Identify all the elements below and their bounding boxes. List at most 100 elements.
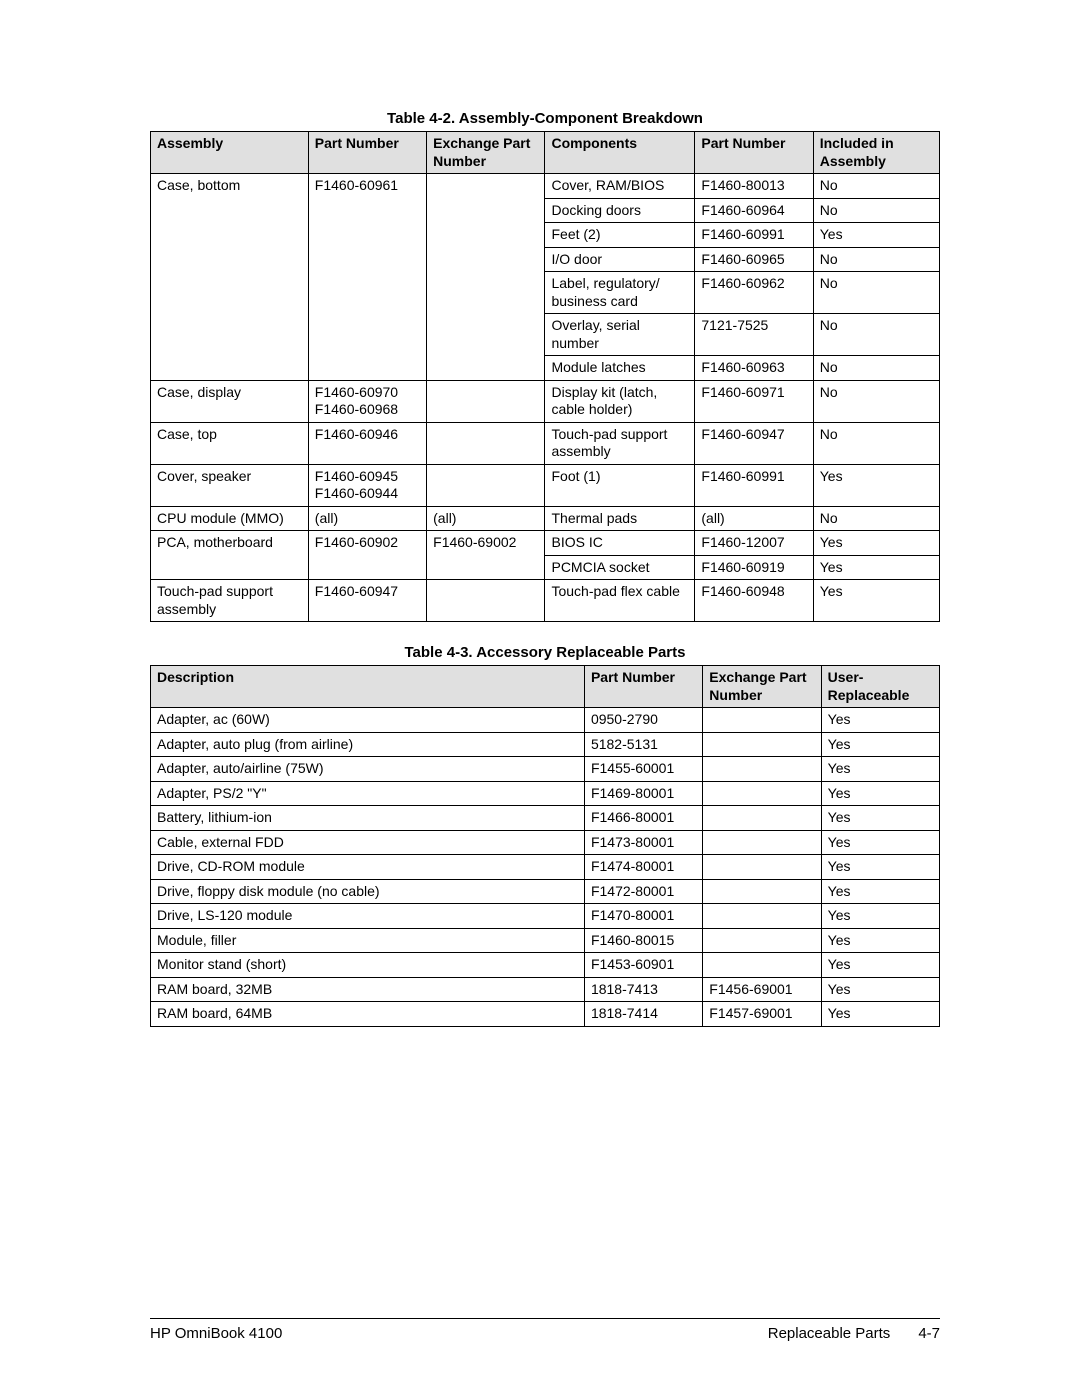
- cell-description: Drive, floppy disk module (no cable): [151, 879, 585, 904]
- cell-component-pn: F1460-60948: [695, 580, 813, 622]
- table-row: Drive, floppy disk module (no cable)F147…: [151, 879, 940, 904]
- cell-component-pn: F1460-60991: [695, 223, 813, 248]
- cell-assembly: Touch-pad support assembly: [151, 580, 309, 622]
- footer-section: Replaceable Parts: [768, 1325, 891, 1342]
- cell-part-number: 1818-7414: [584, 1002, 702, 1027]
- table-row: CPU module (MMO)(all)(all)Thermal pads(a…: [151, 506, 940, 531]
- cell-component: PCMCIA socket: [545, 555, 695, 580]
- cell-part-number: 5182-5131: [584, 732, 702, 757]
- cell-user-replaceable: Yes: [821, 855, 939, 880]
- cell-part-number: F1460-60945 F1460-60944: [308, 464, 426, 506]
- cell-part-number: F1453-60901: [584, 953, 702, 978]
- cell-description: Adapter, PS/2 "Y": [151, 781, 585, 806]
- cell-description: Drive, LS-120 module: [151, 904, 585, 929]
- cell-description: RAM board, 32MB: [151, 977, 585, 1002]
- table-row: Drive, CD-ROM moduleF1474-80001 Yes: [151, 855, 940, 880]
- table-row: Cable, external FDDF1473-80001 Yes: [151, 830, 940, 855]
- table-row: Monitor stand (short)F1453-60901Yes: [151, 953, 940, 978]
- cell-component: Feet (2): [545, 223, 695, 248]
- table-row: Case, bottomF1460-60961Cover, RAM/BIOSF1…: [151, 174, 940, 199]
- table-row: RAM board, 64MB1818-7414F1457-69001Yes: [151, 1002, 940, 1027]
- cell-exchange-pn: [703, 855, 821, 880]
- cell-user-replaceable: Yes: [821, 757, 939, 782]
- cell-part-number: F1460-60961: [308, 174, 426, 381]
- cell-part-number: F1474-80001: [584, 855, 702, 880]
- table-row: Drive, LS-120 moduleF1470-80001Yes: [151, 904, 940, 929]
- table1-col-part-number: Part Number: [308, 132, 426, 174]
- cell-description: Monitor stand (short): [151, 953, 585, 978]
- cell-component: BIOS IC: [545, 531, 695, 556]
- cell-component: Label, regulatory/ business card: [545, 272, 695, 314]
- cell-component: Docking doors: [545, 198, 695, 223]
- cell-part-number: F1473-80001: [584, 830, 702, 855]
- cell-assembly: PCA, motherboard: [151, 531, 309, 580]
- cell-part-number: F1472-80001: [584, 879, 702, 904]
- cell-component: Cover, RAM/BIOS: [545, 174, 695, 199]
- table2-col-user-replaceable: User-Replaceable: [821, 666, 939, 708]
- cell-exchange-pn: [703, 708, 821, 733]
- table1-title: Table 4-2. Assembly-Component Breakdown: [150, 110, 940, 127]
- cell-user-replaceable: Yes: [821, 1002, 939, 1027]
- cell-included: Yes: [813, 464, 939, 506]
- cell-user-replaceable: Yes: [821, 806, 939, 831]
- table-row: Adapter, auto plug (from airline)5182-51…: [151, 732, 940, 757]
- cell-assembly: Cover, speaker: [151, 464, 309, 506]
- cell-included: Yes: [813, 223, 939, 248]
- cell-exchange-pn: [703, 953, 821, 978]
- table1-col-exchange-pn: Exchange Part Number: [427, 132, 545, 174]
- cell-part-number: 1818-7413: [584, 977, 702, 1002]
- cell-exchange-pn: [427, 174, 545, 381]
- cell-exchange-pn: (all): [427, 506, 545, 531]
- cell-assembly: Case, bottom: [151, 174, 309, 381]
- cell-assembly: Case, display: [151, 380, 309, 422]
- cell-description: RAM board, 64MB: [151, 1002, 585, 1027]
- table1-col-comp-pn: Part Number: [695, 132, 813, 174]
- cell-part-number: 0950-2790: [584, 708, 702, 733]
- table1-col-included: Included in Assembly: [813, 132, 939, 174]
- cell-exchange-pn: [703, 732, 821, 757]
- cell-component: Module latches: [545, 356, 695, 381]
- cell-component: Thermal pads: [545, 506, 695, 531]
- cell-assembly: Case, top: [151, 422, 309, 464]
- cell-description: Adapter, ac (60W): [151, 708, 585, 733]
- cell-component-pn: F1460-60991: [695, 464, 813, 506]
- cell-user-replaceable: Yes: [821, 879, 939, 904]
- cell-included: No: [813, 380, 939, 422]
- cell-component-pn: 7121-7525: [695, 314, 813, 356]
- cell-included: Yes: [813, 580, 939, 622]
- cell-component-pn: (all): [695, 506, 813, 531]
- table-row: Touch-pad support assemblyF1460-60947Tou…: [151, 580, 940, 622]
- cell-description: Battery, lithium-ion: [151, 806, 585, 831]
- table2-col-exchange-pn: Exchange Part Number: [703, 666, 821, 708]
- table-row: Case, topF1460-60946Touch-pad support as…: [151, 422, 940, 464]
- table-assembly-component: Assembly Part Number Exchange Part Numbe…: [150, 131, 940, 622]
- cell-description: Drive, CD-ROM module: [151, 855, 585, 880]
- cell-exchange-pn: F1460-69002: [427, 531, 545, 580]
- page: Table 4-2. Assembly-Component Breakdown …: [0, 0, 1080, 1397]
- cell-included: Yes: [813, 531, 939, 556]
- cell-description: Cable, external FDD: [151, 830, 585, 855]
- cell-part-number: F1460-60902: [308, 531, 426, 580]
- table-row: Adapter, PS/2 "Y"F1469-80001Yes: [151, 781, 940, 806]
- cell-component: Foot (1): [545, 464, 695, 506]
- cell-part-number: F1470-80001: [584, 904, 702, 929]
- table-row: Battery, lithium-ionF1466-80001Yes: [151, 806, 940, 831]
- cell-component-pn: F1460-60964: [695, 198, 813, 223]
- cell-exchange-pn: [703, 879, 821, 904]
- cell-exchange-pn: [703, 806, 821, 831]
- cell-included: No: [813, 314, 939, 356]
- footer-page-number: 4-7: [918, 1325, 940, 1342]
- cell-component-pn: F1460-60947: [695, 422, 813, 464]
- table-accessory-parts: Description Part Number Exchange Part Nu…: [150, 665, 940, 1027]
- table2-header-row: Description Part Number Exchange Part Nu…: [151, 666, 940, 708]
- cell-user-replaceable: Yes: [821, 928, 939, 953]
- table1-col-components: Components: [545, 132, 695, 174]
- cell-component: I/O door: [545, 247, 695, 272]
- cell-component: Touch-pad flex cable: [545, 580, 695, 622]
- cell-part-number: F1455-60001: [584, 757, 702, 782]
- cell-user-replaceable: Yes: [821, 830, 939, 855]
- cell-exchange-pn: [427, 380, 545, 422]
- cell-included: No: [813, 506, 939, 531]
- table1-header-row: Assembly Part Number Exchange Part Numbe…: [151, 132, 940, 174]
- table2-col-description: Description: [151, 666, 585, 708]
